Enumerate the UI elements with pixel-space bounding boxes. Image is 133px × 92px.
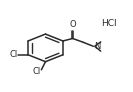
- Text: Cl: Cl: [33, 67, 41, 76]
- Text: N: N: [94, 42, 100, 51]
- Text: HCl: HCl: [101, 19, 116, 28]
- Text: O: O: [69, 21, 76, 30]
- Text: Cl: Cl: [10, 50, 18, 59]
